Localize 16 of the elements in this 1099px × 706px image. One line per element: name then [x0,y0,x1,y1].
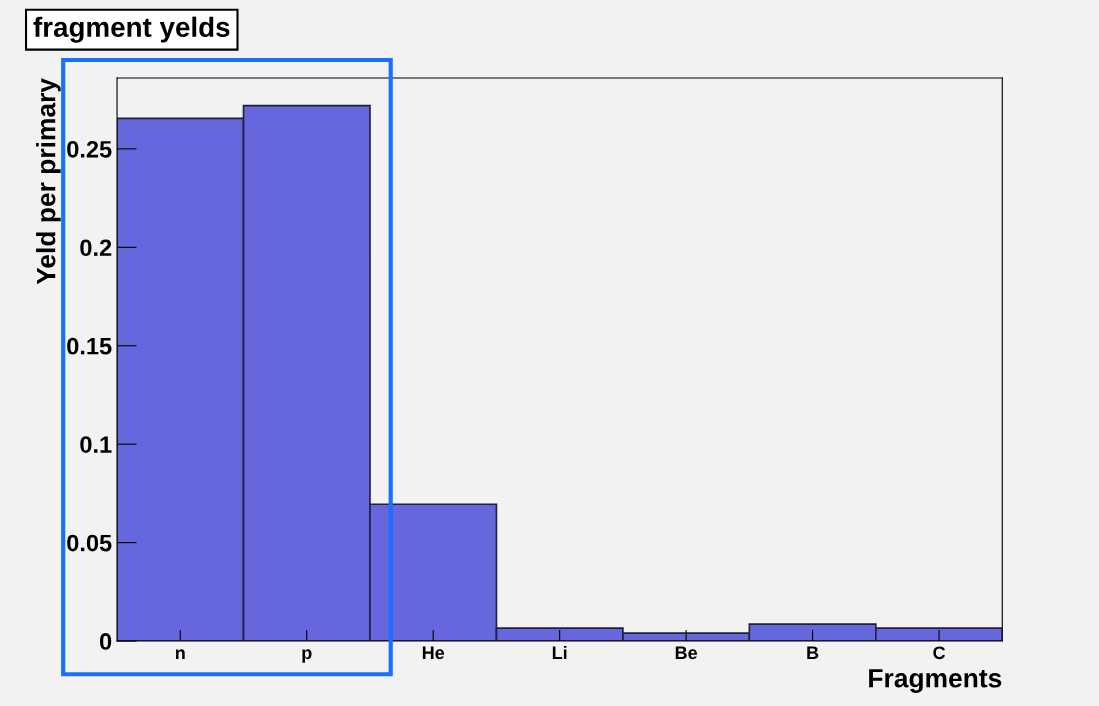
x-axis-title: Fragments [869,669,1002,693]
x-tick-label: n [175,649,185,659]
y-tick-label: 0.25 [67,140,112,158]
x-tick-label: Be [675,646,698,660]
y-axis-title: Yeld per primary [36,78,61,285]
y-tick-label: 0.15 [67,337,112,355]
x-tick-label: Li [552,645,567,659]
y-tick-label: 0 [99,633,112,650]
chart-title: fragment yelds [33,16,230,43]
y-tick-label: 0.05 [67,534,112,552]
x-tick-label: C [933,646,946,660]
x-tick-label: B [807,646,819,659]
x-tick-label: He [422,646,445,660]
x-tick-label: p [302,649,312,663]
y-tick-label: 0.1 [80,436,112,453]
y-tick-label: 0.2 [80,239,112,257]
